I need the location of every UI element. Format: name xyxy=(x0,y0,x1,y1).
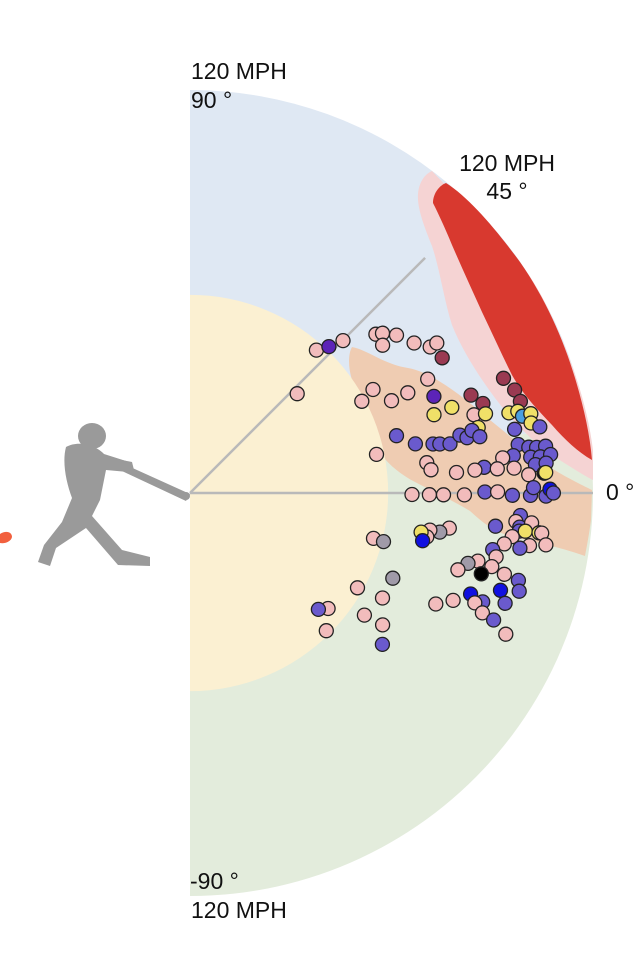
batted-ball-point xyxy=(445,592,461,609)
batted-ball-point xyxy=(385,570,401,586)
ray-45-degrees xyxy=(189,257,426,494)
batted-ball-point xyxy=(467,595,483,611)
top-angle-label: 90 ° xyxy=(191,87,232,113)
mid-speed-label: 120 MPH xyxy=(459,150,555,176)
batted-ball-point xyxy=(444,399,460,416)
batted-ball-point xyxy=(356,607,373,623)
batted-ball-point xyxy=(374,337,391,353)
barrel-zone xyxy=(433,183,592,460)
batted-ball-point xyxy=(506,421,523,437)
batted-ball-point xyxy=(383,393,400,409)
batted-ball-point xyxy=(489,484,506,500)
batted-ball-point xyxy=(456,487,473,503)
batted-ball-point xyxy=(525,479,542,496)
batted-ball-point xyxy=(512,540,528,556)
batted-ball-point xyxy=(463,387,479,403)
batted-ball-point xyxy=(474,605,491,621)
batted-balls xyxy=(289,325,562,653)
batted-ball-point xyxy=(472,429,488,445)
batted-ball-point xyxy=(538,464,554,481)
batted-ball-point xyxy=(511,583,527,599)
annotation-labels: 120 MPH 90 ° 120 MPH 45 ° 0 ° -90 ° 120 … xyxy=(190,58,634,923)
batted-ball-point xyxy=(354,393,370,409)
batted-ball-point xyxy=(426,388,442,405)
batted-ball-point xyxy=(368,446,385,463)
batted-ball-point xyxy=(374,636,391,653)
batted-ball-point xyxy=(321,338,337,355)
batted-ball-point xyxy=(421,487,438,503)
batted-ball-point xyxy=(375,533,392,550)
batted-ball-point xyxy=(434,350,450,366)
zero-angle-label: 0 ° xyxy=(606,479,634,505)
mid-angle-label: 45 ° xyxy=(486,178,527,204)
batted-ball-point xyxy=(310,601,327,618)
batted-ball-point xyxy=(489,461,505,477)
batted-ball-point xyxy=(423,462,439,478)
batted-ball-point xyxy=(318,623,334,639)
batted-ball-point xyxy=(442,436,458,452)
bottom-angle-label: -90 ° xyxy=(190,868,239,894)
batted-ball-point xyxy=(477,484,493,500)
batted-ball-point xyxy=(308,342,325,358)
batted-ball-point xyxy=(406,335,422,351)
batter-silhouette-icon xyxy=(0,423,190,566)
batted-ball-point xyxy=(473,566,489,582)
batted-ball-point xyxy=(517,523,533,539)
batted-ball-point xyxy=(400,385,416,401)
bottom-speed-label: 120 MPH xyxy=(191,897,287,923)
batted-ball-point xyxy=(374,617,391,633)
batted-ball-point xyxy=(374,590,391,606)
batted-ball-point xyxy=(506,460,522,476)
batted-ball-point xyxy=(492,582,509,598)
batted-ball-point xyxy=(538,537,554,553)
batted-ball-point xyxy=(429,335,445,351)
batted-ball-point xyxy=(289,386,305,402)
batted-ball-point xyxy=(414,533,431,549)
batted-ball-point xyxy=(450,562,466,578)
batted-ball-point xyxy=(388,327,405,343)
batted-ball-point xyxy=(485,612,502,628)
batted-ball-point xyxy=(484,558,500,575)
batted-ball-point xyxy=(388,428,405,444)
batted-ball-point xyxy=(420,371,436,387)
batted-ball-point xyxy=(428,596,444,612)
batted-ball-point xyxy=(349,580,366,596)
batted-ball-point xyxy=(487,518,504,534)
batted-ball-point xyxy=(521,467,537,483)
batted-ball-point xyxy=(498,626,514,642)
batted-ball-point xyxy=(504,487,521,503)
batted-ball-point xyxy=(404,486,420,503)
batted-ball-point xyxy=(532,419,548,435)
batted-ball-point xyxy=(335,332,351,349)
top-speed-label: 120 MPH xyxy=(191,58,287,84)
batted-ball-point xyxy=(435,487,452,503)
batted-ball-point xyxy=(467,462,483,478)
batted-ball-point xyxy=(426,407,442,423)
batted-ball-point xyxy=(497,595,513,611)
batted-ball-point xyxy=(407,436,424,452)
batted-ball-point xyxy=(448,464,465,481)
batted-ball-point xyxy=(495,370,512,386)
batted-ball-point xyxy=(365,381,381,398)
batted-ball-point xyxy=(496,566,513,582)
batted-ball-point xyxy=(545,485,562,501)
batted-ball-point xyxy=(477,406,494,422)
